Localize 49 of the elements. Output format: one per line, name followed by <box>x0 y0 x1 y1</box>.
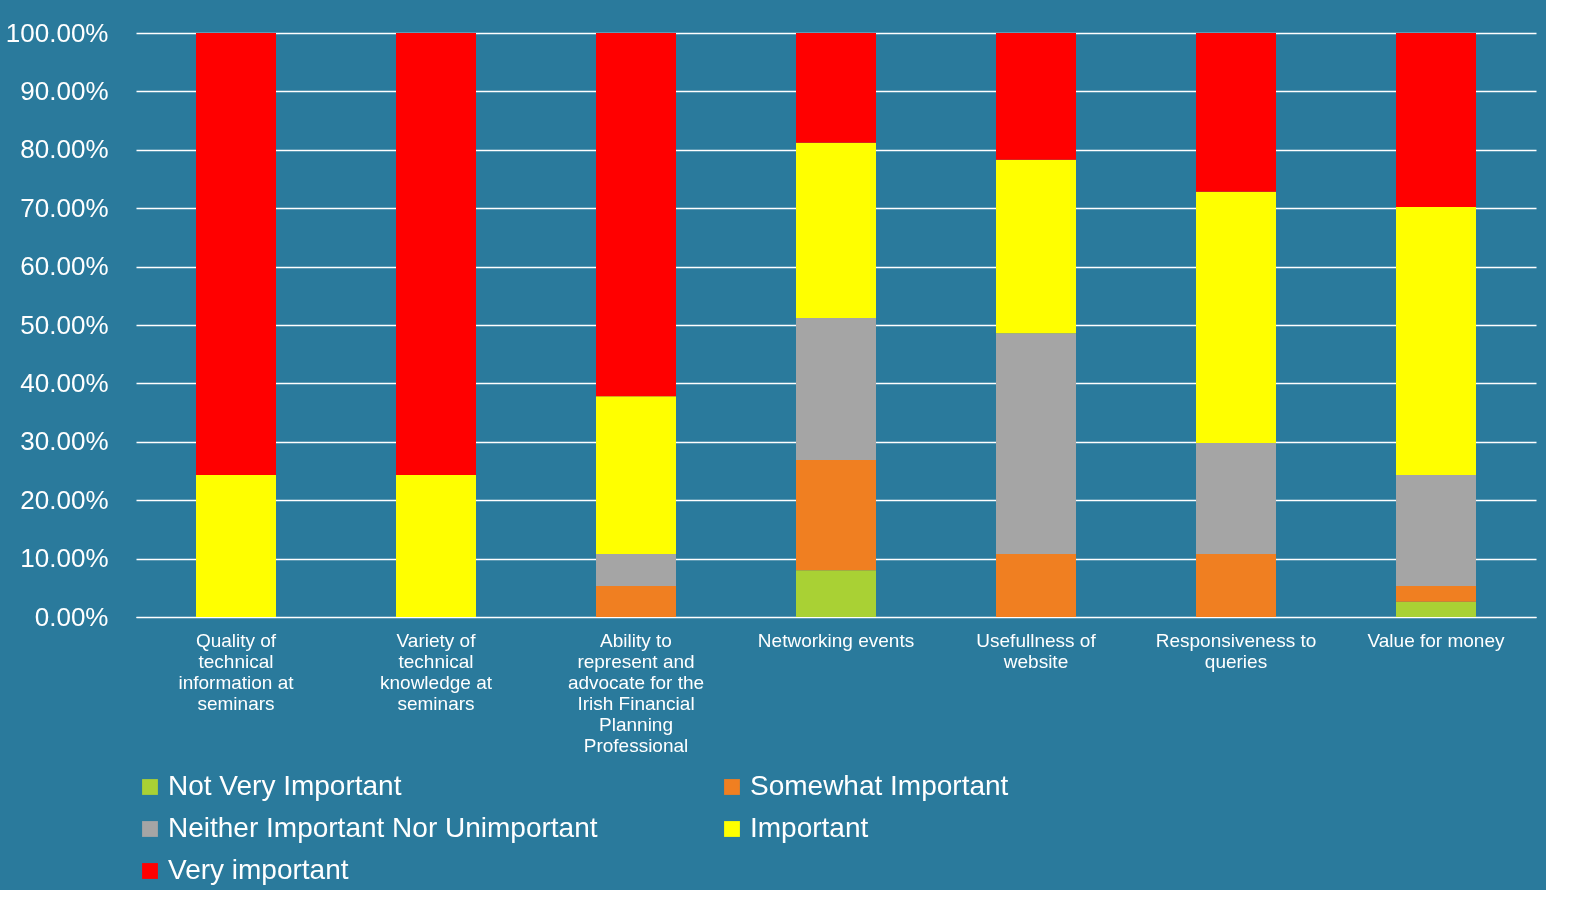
bar <box>796 459 876 571</box>
x-tick-label: Variety of technical knowledge at seminars <box>380 629 493 714</box>
bar <box>996 33 1076 160</box>
bar <box>196 475 276 617</box>
legend-label: Not Very Important <box>168 770 402 801</box>
bar <box>996 159 1076 334</box>
bar <box>596 553 676 587</box>
bar <box>1396 601 1476 617</box>
bar <box>996 553 1076 617</box>
y-tick-label: 50.00% <box>20 309 109 340</box>
bar <box>1196 33 1276 192</box>
bar <box>996 333 1076 554</box>
legend-label: Important <box>750 812 869 843</box>
bar <box>1396 33 1476 208</box>
x-tick-label: Value for money <box>1367 629 1505 651</box>
x-tick-label: Responsiveness to queries <box>1155 629 1317 672</box>
legend-label: Very important <box>168 854 349 885</box>
y-tick-label: 10.00% <box>20 543 109 574</box>
legend-label: Neither Important Nor Unimportant <box>168 812 598 843</box>
bar <box>396 33 476 476</box>
bar <box>796 570 876 617</box>
bar <box>1396 207 1476 476</box>
x-tick-label: Usefullness of website <box>976 629 1097 672</box>
x-tick-label: Networking events <box>757 629 915 651</box>
y-tick-label: 70.00% <box>20 192 109 223</box>
bar <box>1196 553 1276 617</box>
bar <box>1396 586 1476 602</box>
bar <box>1196 191 1276 443</box>
bar <box>596 396 676 554</box>
y-tick-label: 20.00% <box>20 484 109 515</box>
bar <box>1396 475 1476 587</box>
bar <box>796 317 876 460</box>
bar <box>796 33 876 143</box>
y-tick-label: 100.00% <box>5 17 109 48</box>
bar <box>396 475 476 617</box>
bar <box>196 33 276 476</box>
y-tick-label: 80.00% <box>20 134 109 165</box>
y-tick-label: 40.00% <box>20 367 109 398</box>
x-tick-label: Ability to represent and advocate for the Irish Financial Planning Professional <box>567 629 705 756</box>
y-tick-label: 30.00% <box>20 426 109 457</box>
bar <box>796 142 876 318</box>
legend-label: Somewhat Important <box>750 770 1009 801</box>
y-tick-label: 90.00% <box>20 75 109 106</box>
x-tick-label: Quality of technical information at seminars <box>178 629 295 714</box>
bar <box>596 586 676 617</box>
bar <box>596 33 676 397</box>
bar <box>1196 442 1276 554</box>
y-tick-label: 0.00% <box>34 601 109 632</box>
y-tick-label: 60.00% <box>20 251 109 282</box>
